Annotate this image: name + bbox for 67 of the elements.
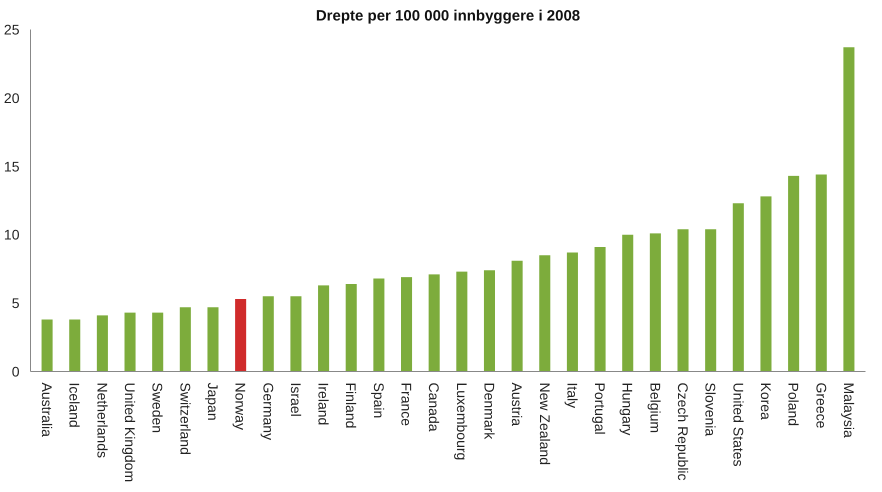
x-tick-label: Greece [813, 382, 830, 429]
x-tick-label: Italy [564, 382, 580, 408]
bar [622, 234, 634, 372]
bar [456, 272, 468, 372]
x-tick-label: Malaysia [840, 382, 857, 438]
x-tick-label: Ireland [316, 382, 332, 426]
x-tick-label: Sweden [150, 382, 166, 434]
bar [428, 274, 440, 372]
x-tick-label: New Zealand [536, 382, 553, 465]
x-tick-label: Canada [426, 382, 442, 432]
bar [705, 229, 716, 372]
bar [484, 270, 496, 372]
y-tick-label: 10 [4, 226, 20, 243]
bar [235, 298, 246, 372]
x-tick-label: Australia [39, 382, 56, 438]
x-tick-label: Switzerland [177, 382, 194, 455]
bar [677, 229, 689, 372]
bar [843, 47, 854, 372]
bar [373, 278, 384, 372]
x-tick-label: Luxembourg [454, 382, 470, 460]
y-tick-label: 0 [12, 364, 20, 380]
chart-title: Drepte per 100 000 innbyggere i 2008 [316, 8, 580, 24]
x-tick-label: Austria [509, 382, 526, 426]
bar [69, 320, 80, 372]
bar [512, 260, 523, 372]
y-tick-label: 5 [12, 295, 20, 312]
x-tick-label: Japan [204, 382, 221, 421]
bar [788, 176, 800, 372]
x-tick-label: Netherlands [94, 382, 110, 458]
bar [290, 296, 302, 372]
bar [760, 196, 772, 372]
bar [650, 233, 661, 372]
bar [96, 315, 108, 372]
bar [207, 307, 219, 372]
y-tick-label: 15 [4, 158, 20, 174]
x-tick-label: Norway [232, 382, 249, 430]
y-tick-label: 20 [4, 90, 20, 106]
bar [124, 312, 136, 372]
x-tick-label: Israel [288, 382, 304, 417]
x-tick-label: Belgium [647, 382, 664, 434]
bar [180, 307, 191, 372]
y-tick-label: 25 [4, 22, 20, 38]
bar [318, 285, 330, 372]
x-tick-label: Czech Republic [675, 382, 692, 481]
x-tick-label: Finland [343, 382, 360, 428]
bar [42, 320, 53, 372]
x-tick-label: Germany [260, 382, 276, 440]
x-tick-label: Poland [786, 382, 802, 426]
x-tick-label: United States [730, 382, 746, 467]
x-tick-label: United Kingdom [122, 382, 138, 482]
x-tick-label: Denmark [481, 382, 498, 440]
x-tick-label: Korea [758, 382, 774, 420]
x-tick-label: Hungary [620, 382, 636, 436]
bar [732, 203, 744, 372]
bar [816, 174, 827, 372]
bar [262, 296, 274, 372]
x-tick-label: Slovenia [702, 382, 719, 436]
bar [400, 277, 412, 372]
x-tick-label: Iceland [66, 382, 83, 428]
bar [152, 312, 164, 372]
x-tick-label: Spain [370, 382, 387, 418]
x-tick-label: Portugal [592, 382, 608, 435]
bar [594, 247, 606, 372]
bar [566, 252, 578, 372]
bar [346, 284, 357, 372]
bar [539, 255, 550, 372]
x-tick-label: France [398, 382, 415, 426]
